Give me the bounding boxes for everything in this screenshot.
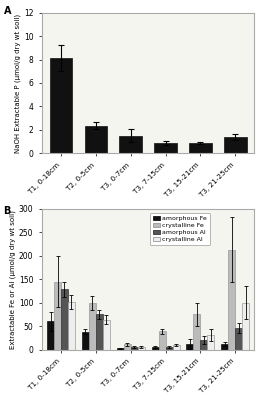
Bar [54,282,61,350]
Bar [47,322,54,350]
Bar [173,345,179,350]
Text: B: B [4,206,11,216]
Bar [207,335,214,350]
Legend: amorphous Fe, crystalline Fe, amorphous Al, crystalline Al: amorphous Fe, crystalline Fe, amorphous … [150,213,210,245]
Bar [221,344,228,350]
Bar [152,347,159,350]
Bar [228,250,235,350]
Bar [200,340,207,350]
Bar [117,348,124,350]
Bar [96,314,103,350]
Bar [154,143,177,154]
Bar [124,344,131,350]
Bar [159,331,166,350]
Bar [131,347,138,350]
Bar [166,347,173,350]
Bar [186,344,193,350]
Bar [224,137,246,154]
Text: A: A [4,6,11,16]
Bar [84,126,107,154]
Bar [138,347,145,350]
Y-axis label: NaOH Extractable P (μmol/g dry wt soil): NaOH Extractable P (μmol/g dry wt soil) [15,14,21,152]
Y-axis label: Extractable Fe or Al (μmol/g dry wt soil): Extractable Fe or Al (μmol/g dry wt soil… [10,210,16,349]
Bar [68,302,75,350]
Bar [193,314,200,350]
Bar [119,136,142,154]
Bar [103,320,110,350]
Bar [50,58,72,154]
Bar [242,303,249,350]
Bar [89,303,96,350]
Bar [235,328,242,350]
Bar [61,290,68,350]
Bar [82,332,89,350]
Bar [189,143,212,154]
